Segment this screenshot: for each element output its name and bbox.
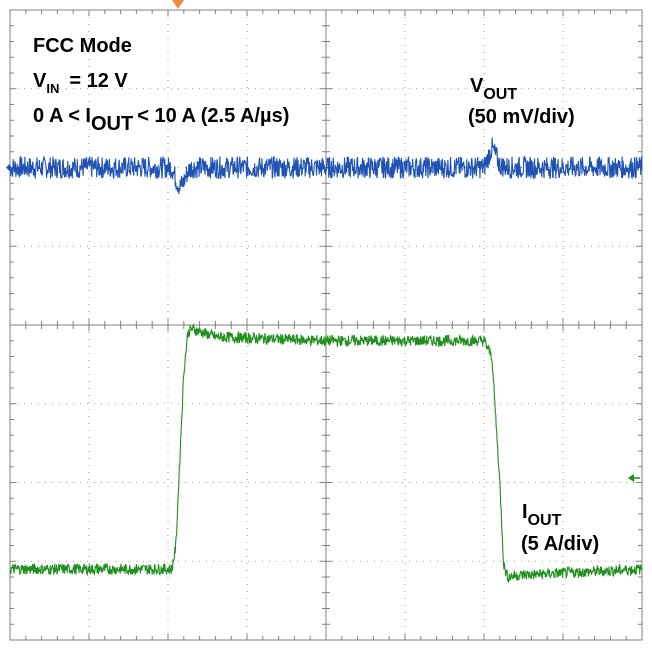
vout-label-main: V — [470, 75, 484, 97]
graticule — [9, 9, 643, 641]
trigger-position-marker — [172, 0, 184, 9]
iout-scale-label: (5 A/div) — [521, 533, 599, 555]
step-label-sub: OUT — [91, 113, 133, 135]
iout-label-sub: OUT — [528, 512, 562, 529]
iout-label: IOUT — [522, 501, 562, 529]
ch1-level-marker — [6, 163, 10, 172]
vin-label-main: V — [33, 70, 47, 92]
ch2-level-arrow-head — [628, 474, 634, 482]
step-label: 0 A < IOUT < 10 A (2.5 A/µs) — [33, 105, 289, 135]
step-label-pre: 0 A < I — [33, 105, 91, 127]
iout-label-main: I — [522, 501, 528, 523]
vout-scale-label: (50 mV/div) — [468, 106, 575, 128]
waveform-traces — [9, 137, 643, 584]
vin-label-sub: IN — [46, 81, 59, 96]
trace-iout — [9, 322, 643, 584]
mode-label: FCC Mode — [33, 35, 132, 57]
vin-label-value: = 12 V — [69, 70, 128, 92]
vin-label: VIN = 12 V — [33, 70, 128, 96]
vout-label-sub: OUT — [483, 86, 517, 103]
trace-vout — [9, 137, 643, 194]
step-label-post: < 10 A (2.5 A/µs) — [137, 105, 289, 127]
vout-label: VOUT — [470, 75, 517, 103]
markers — [6, 0, 640, 482]
